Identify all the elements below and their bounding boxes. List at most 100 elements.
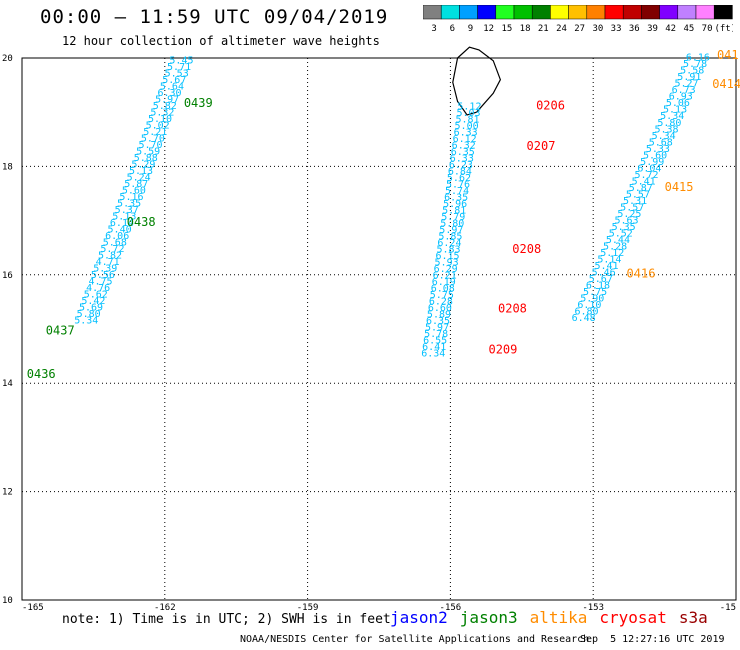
swh-value: 5.57 [626,189,650,200]
swh-value: 5.44 [606,235,630,246]
page-title: 00:00 – 11:59 UTC 09/04/2019 [40,6,389,28]
pass-time-label: 0437 [46,323,75,337]
x-tick-label: -15 [720,603,736,610]
swh-value: 5.93 [435,258,459,269]
swh-value: 6.23 [449,160,473,171]
pass-time-label: 0436 [27,367,56,381]
swh-value: 6.93 [669,92,693,103]
swh-value: 5.79 [441,212,465,223]
colorbar-tick-label: 3 [431,24,436,34]
swh-value: 6.04 [637,163,661,174]
x-tick-label: -165 [22,603,44,610]
swh-value: 6.16 [686,53,710,64]
swh-value: 6.35 [451,147,475,158]
timestamp-text: Sep 5 12:27:16 UTC 2019 [580,634,725,645]
hawaii-island-outline [452,46,502,116]
swh-value: 5.62 [447,173,471,184]
colorbar-tick-label: 18 [520,24,531,34]
swh-value: 5.34 [652,131,676,142]
swh-value: 5.34 [660,111,684,122]
colorbar-tick-label: 24 [556,24,567,34]
swh-value: 5.00 [455,121,479,132]
swh-value: 5.58 [680,66,704,77]
colorbar-tick-label: 36 [629,24,640,34]
swh-value: 6.35 [426,316,450,327]
swh-value: 6.60 [428,303,452,314]
swh-value: 5.99 [640,157,664,168]
pass-time-label: 0416 [627,267,656,281]
swh-value: 6.48 [572,313,596,324]
colorbar-tick-label: (ft) [714,24,733,34]
colorbar-tick-label: 39 [647,24,658,34]
swh-value: 5.74 [445,186,469,197]
swh-value: 5.83 [436,245,460,256]
swh-value: 5.46 [592,267,616,278]
swh-value: 5.13 [129,166,153,177]
page-subtitle: 12 hour collection of altimeter wave hei… [62,34,380,48]
swh-value: 5.78 [424,329,448,340]
swh-value: 6.24 [437,238,461,249]
swh-value: 5.71 [167,62,191,73]
swh-value: 5.21 [143,127,167,138]
legend-item-s3a: s3a [678,608,708,627]
swh-value: 6.84 [448,167,472,178]
swh-value: 4.71 [96,257,120,268]
swh-value: 5.60 [643,150,667,161]
swh-value: 5.33 [646,144,670,155]
colorbar-tick-label: 6 [450,24,455,34]
swh-value: 6.35 [444,193,468,204]
swh-value: 5.34 [74,316,98,327]
swh-value: 5.57 [620,202,644,213]
swh-value: 5.81 [455,114,479,125]
swh-value: 6.10 [577,300,601,311]
swh-value: 6.21 [433,271,457,282]
satellite-legend: jason2 jason3 altika cryosat s3a [390,608,720,627]
swh-value: 6.41 [422,342,446,353]
swh-value: 6.15 [435,251,459,262]
swh-value: 5.42 [81,296,105,307]
colorbar-tick-label: 42 [665,24,676,34]
swh-value: 5.06 [666,98,690,109]
legend-item-cryosat: cryosat [599,608,667,627]
y-tick-label: 10 [2,596,13,606]
swh-value: 5.41 [632,176,656,187]
colorbar-tick-label: 12 [483,24,494,34]
swh-value: 5.88 [134,153,158,164]
colorbar-tick-label: 27 [574,24,585,34]
swh-value: 6.06 [105,231,129,242]
swh-value: 5.32 [150,107,174,118]
swh-value: 5.10 [148,114,172,125]
swh-value: 5.45 [169,55,193,66]
legend-item-jason2: jason2 [390,608,448,627]
y-tick-label: 18 [2,162,13,172]
swh-value: 5.90 [580,293,604,304]
swh-value: 5.81 [442,206,466,217]
map-plot: -165 -162 -159 -156 -153 -152018161412105.455… [2,46,740,610]
legend-item-altika: altika [529,608,588,627]
swh-value: 5.28 [603,241,627,252]
y-tick-label: 16 [2,271,13,281]
swh-value: 5.97 [425,323,449,334]
swh-value: 5.91 [677,72,701,83]
swh-value: 5.31 [623,196,647,207]
swh-value: 5.75 [583,287,607,298]
swh-value: 5.97 [155,94,179,105]
colorbar-tick-label: 45 [683,24,694,34]
footer-note: note: 1) Time is in UTC; 2) SWH is in fe… [62,612,391,627]
swh-value: 5.12 [600,248,624,259]
swh-value: 6.18 [586,280,610,291]
pass-time-label: 0208 [512,242,541,256]
swh-value: 5.67 [162,75,186,86]
swh-value: 5.29 [131,159,155,170]
swh-value: 5.35 [117,199,141,210]
swh-value: 5.03 [456,108,480,119]
legend-item-jason3: jason3 [459,608,518,627]
pass-time-label: 0207 [527,139,556,153]
colorbar-tick-label: 70 [702,24,713,34]
swh-value: 6.30 [158,88,182,99]
x-tick-label: -159 [297,603,319,610]
swh-value: 5.53 [165,68,189,79]
swh-value: 5.41 [594,261,618,272]
swh-value: 5.80 [440,219,464,230]
swh-value: 5.52 [609,228,633,239]
